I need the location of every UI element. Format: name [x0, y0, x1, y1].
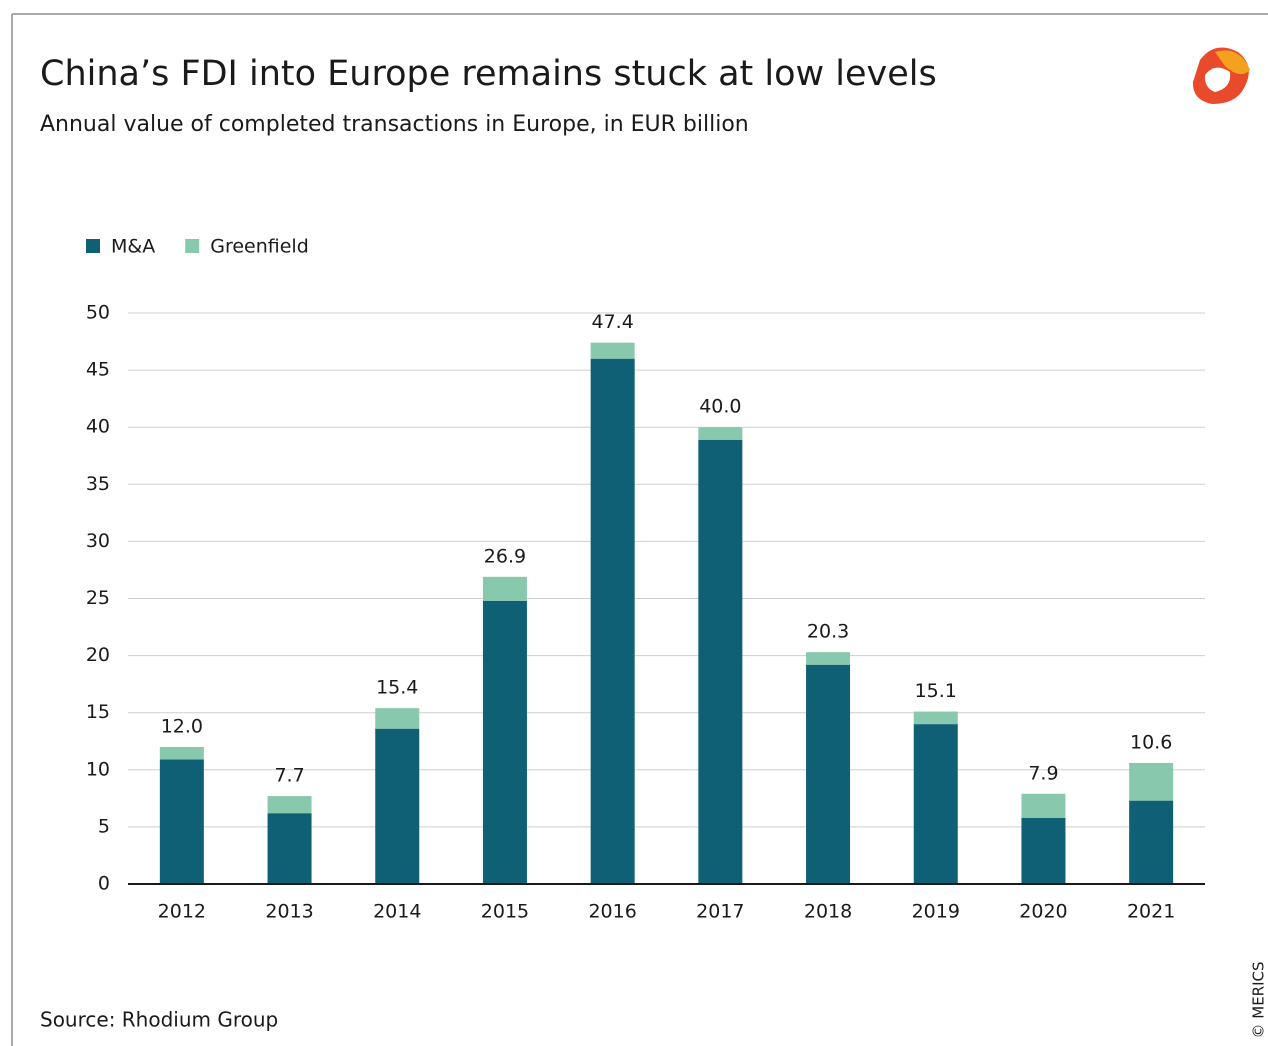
y-tick-label: 15 — [86, 701, 110, 723]
bar-segment — [267, 796, 312, 814]
legend-swatch — [86, 239, 100, 253]
value-label: 15.1 — [915, 680, 957, 702]
bar-segment — [913, 711, 958, 725]
x-tick-label: 2018 — [804, 901, 852, 923]
y-tick-label: 5 — [98, 815, 110, 837]
logo — [1192, 47, 1250, 104]
legend-label: Greenfield — [210, 236, 309, 258]
y-tick-label: 50 — [86, 302, 110, 324]
bar-segment — [590, 358, 635, 884]
y-tick-label: 25 — [86, 587, 110, 609]
y-tick-label: 45 — [86, 359, 110, 381]
bar-segment — [590, 342, 635, 359]
y-tick-label: 20 — [86, 644, 110, 666]
bar-segment — [1021, 793, 1066, 818]
value-label: 40.0 — [699, 396, 741, 418]
bar-segment — [482, 576, 527, 601]
legend-label: M&A — [111, 236, 155, 258]
bar-segment — [159, 759, 204, 884]
x-tick-label: 2017 — [696, 901, 744, 923]
y-tick-label: 0 — [98, 873, 110, 895]
value-label: 15.4 — [376, 677, 418, 699]
y-tick-label: 30 — [86, 530, 110, 552]
bar-segment — [698, 427, 743, 440]
x-tick-label: 2015 — [481, 901, 529, 923]
chart-title: China’s FDI into Europe remains stuck at… — [40, 54, 937, 94]
bar-segment — [482, 600, 527, 884]
bar-segment — [1129, 762, 1174, 801]
value-label: 47.4 — [591, 311, 633, 333]
x-tick-label: 2019 — [912, 901, 960, 923]
bar-segment — [1021, 817, 1066, 884]
bar-segment — [375, 708, 420, 729]
value-label: 7.9 — [1028, 762, 1058, 784]
x-tick-label: 2016 — [588, 901, 636, 923]
source: Source: Rhodium Group — [40, 1008, 278, 1032]
value-label: 26.9 — [484, 545, 526, 567]
bar-segment — [1129, 800, 1174, 884]
bar-segment — [375, 728, 420, 884]
bar-segment — [159, 746, 204, 760]
value-label: 20.3 — [807, 621, 849, 643]
value-label: 7.7 — [274, 765, 304, 787]
x-tick-label: 2020 — [1019, 901, 1067, 923]
bar-segment — [698, 439, 743, 884]
bar-segment — [267, 813, 312, 884]
bar-segment — [913, 724, 958, 884]
value-label: 10.6 — [1130, 731, 1172, 753]
x-tick-label: 2013 — [265, 901, 313, 923]
x-tick-label: 2021 — [1127, 901, 1175, 923]
y-tick-label: 35 — [86, 473, 110, 495]
y-tick-label: 40 — [86, 416, 110, 438]
x-tick-label: 2012 — [158, 901, 206, 923]
x-tick-label: 2014 — [373, 901, 421, 923]
bar-segment — [806, 652, 851, 665]
bar-segment — [806, 664, 851, 884]
chart-subtitle: Annual value of completed transactions i… — [40, 112, 749, 137]
credit: © MERICS — [1250, 961, 1268, 1038]
y-tick-label: 10 — [86, 758, 110, 780]
value-label: 12.0 — [161, 715, 203, 737]
legend-swatch — [185, 239, 200, 253]
